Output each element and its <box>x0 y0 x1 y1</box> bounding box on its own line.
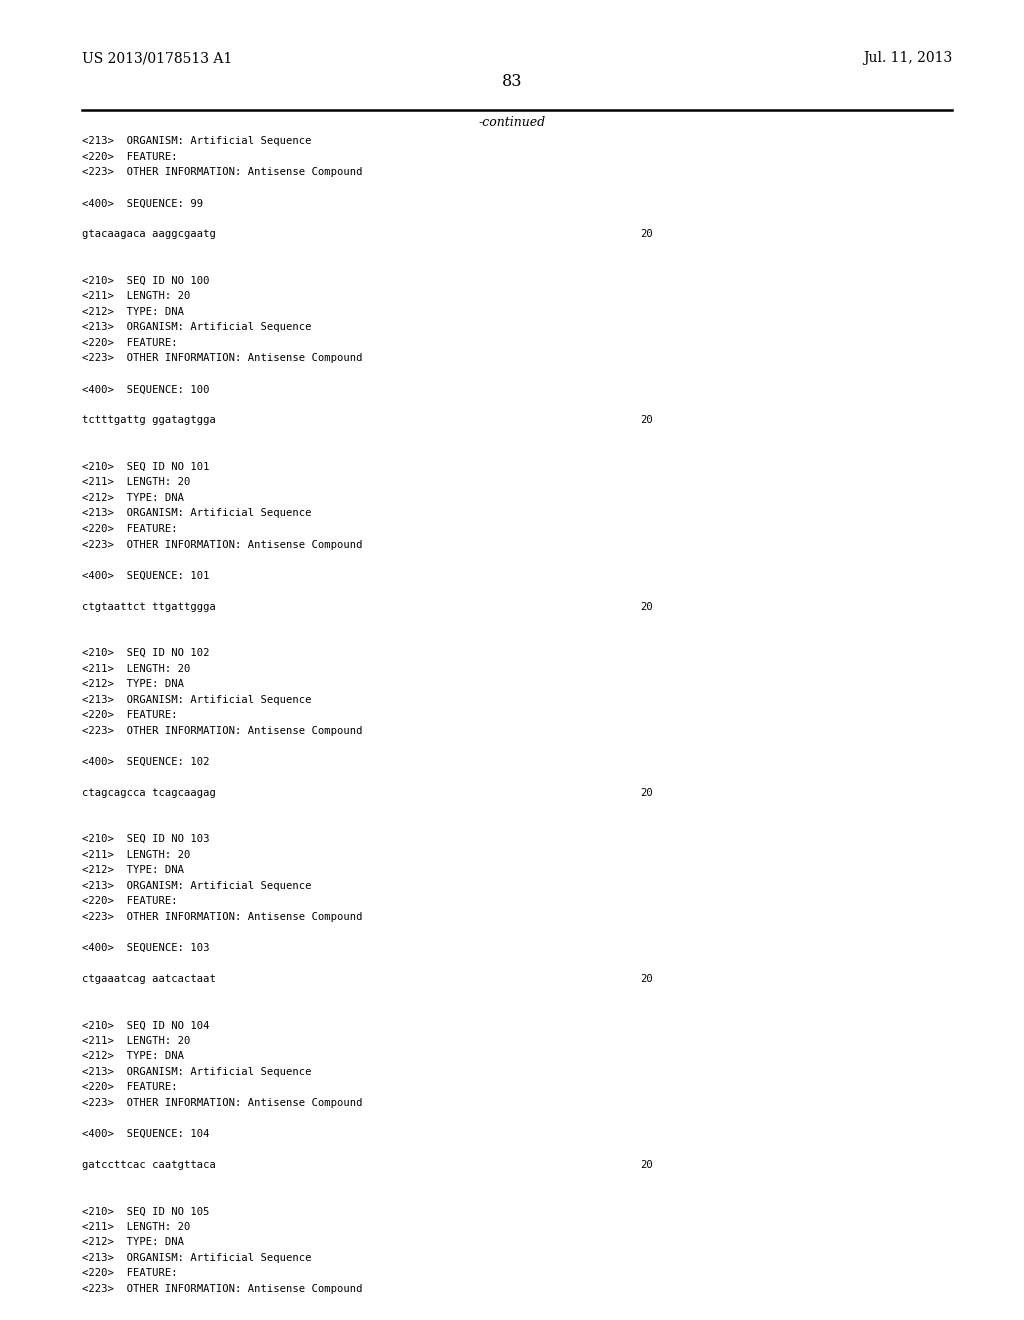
Text: <211>  LENGTH: 20: <211> LENGTH: 20 <box>82 1222 190 1232</box>
Text: <210>  SEQ ID NO 102: <210> SEQ ID NO 102 <box>82 648 210 659</box>
Text: ctgaaatcag aatcactaat: ctgaaatcag aatcactaat <box>82 974 216 983</box>
Text: <220>  FEATURE:: <220> FEATURE: <box>82 338 177 348</box>
Text: <220>  FEATURE:: <220> FEATURE: <box>82 896 177 907</box>
Text: <213>  ORGANISM: Artificial Sequence: <213> ORGANISM: Artificial Sequence <box>82 136 311 147</box>
Text: <211>  LENGTH: 20: <211> LENGTH: 20 <box>82 1036 190 1045</box>
Text: <400>  SEQUENCE: 103: <400> SEQUENCE: 103 <box>82 942 210 953</box>
Text: <211>  LENGTH: 20: <211> LENGTH: 20 <box>82 850 190 859</box>
Text: US 2013/0178513 A1: US 2013/0178513 A1 <box>82 51 232 65</box>
Text: <220>  FEATURE:: <220> FEATURE: <box>82 1269 177 1279</box>
Text: Jul. 11, 2013: Jul. 11, 2013 <box>863 51 952 65</box>
Text: <212>  TYPE: DNA: <212> TYPE: DNA <box>82 306 184 317</box>
Text: <223>  OTHER INFORMATION: Antisense Compound: <223> OTHER INFORMATION: Antisense Compo… <box>82 1284 362 1294</box>
Text: ctagcagcca tcagcaagag: ctagcagcca tcagcaagag <box>82 788 216 797</box>
Text: <400>  SEQUENCE: 104: <400> SEQUENCE: 104 <box>82 1129 210 1139</box>
Text: <213>  ORGANISM: Artificial Sequence: <213> ORGANISM: Artificial Sequence <box>82 694 311 705</box>
Text: gatccttcac caatgttaca: gatccttcac caatgttaca <box>82 1160 216 1170</box>
Text: 20: 20 <box>640 416 652 425</box>
Text: <210>  SEQ ID NO 100: <210> SEQ ID NO 100 <box>82 276 210 286</box>
Text: tctttgattg ggatagtgga: tctttgattg ggatagtgga <box>82 416 216 425</box>
Text: <220>  FEATURE:: <220> FEATURE: <box>82 524 177 535</box>
Text: <220>  FEATURE:: <220> FEATURE: <box>82 710 177 721</box>
Text: <223>  OTHER INFORMATION: Antisense Compound: <223> OTHER INFORMATION: Antisense Compo… <box>82 168 362 177</box>
Text: <223>  OTHER INFORMATION: Antisense Compound: <223> OTHER INFORMATION: Antisense Compo… <box>82 1098 362 1107</box>
Text: <220>  FEATURE:: <220> FEATURE: <box>82 1082 177 1093</box>
Text: <213>  ORGANISM: Artificial Sequence: <213> ORGANISM: Artificial Sequence <box>82 508 311 519</box>
Text: <212>  TYPE: DNA: <212> TYPE: DNA <box>82 1237 184 1247</box>
Text: gtacaagaca aaggcgaatg: gtacaagaca aaggcgaatg <box>82 230 216 239</box>
Text: <213>  ORGANISM: Artificial Sequence: <213> ORGANISM: Artificial Sequence <box>82 322 311 333</box>
Text: <400>  SEQUENCE: 101: <400> SEQUENCE: 101 <box>82 570 210 581</box>
Text: <223>  OTHER INFORMATION: Antisense Compound: <223> OTHER INFORMATION: Antisense Compo… <box>82 540 362 549</box>
Text: <210>  SEQ ID NO 103: <210> SEQ ID NO 103 <box>82 834 210 845</box>
Text: 20: 20 <box>640 788 652 797</box>
Text: <210>  SEQ ID NO 104: <210> SEQ ID NO 104 <box>82 1020 210 1031</box>
Text: <400>  SEQUENCE: 99: <400> SEQUENCE: 99 <box>82 198 203 209</box>
Text: <220>  FEATURE:: <220> FEATURE: <box>82 152 177 162</box>
Text: 20: 20 <box>640 230 652 239</box>
Text: <211>  LENGTH: 20: <211> LENGTH: 20 <box>82 292 190 301</box>
Text: <400>  SEQUENCE: 100: <400> SEQUENCE: 100 <box>82 384 210 395</box>
Text: 20: 20 <box>640 974 652 983</box>
Text: <210>  SEQ ID NO 101: <210> SEQ ID NO 101 <box>82 462 210 473</box>
Text: <213>  ORGANISM: Artificial Sequence: <213> ORGANISM: Artificial Sequence <box>82 880 311 891</box>
Text: <223>  OTHER INFORMATION: Antisense Compound: <223> OTHER INFORMATION: Antisense Compo… <box>82 912 362 921</box>
Text: <213>  ORGANISM: Artificial Sequence: <213> ORGANISM: Artificial Sequence <box>82 1253 311 1263</box>
Text: <212>  TYPE: DNA: <212> TYPE: DNA <box>82 1051 184 1061</box>
Text: <212>  TYPE: DNA: <212> TYPE: DNA <box>82 865 184 875</box>
Text: <213>  ORGANISM: Artificial Sequence: <213> ORGANISM: Artificial Sequence <box>82 1067 311 1077</box>
Text: -continued: -continued <box>478 116 546 129</box>
Text: <211>  LENGTH: 20: <211> LENGTH: 20 <box>82 478 190 487</box>
Text: <212>  TYPE: DNA: <212> TYPE: DNA <box>82 492 184 503</box>
Text: <211>  LENGTH: 20: <211> LENGTH: 20 <box>82 664 190 673</box>
Text: 20: 20 <box>640 602 652 611</box>
Text: <223>  OTHER INFORMATION: Antisense Compound: <223> OTHER INFORMATION: Antisense Compo… <box>82 726 362 735</box>
Text: <400>  SEQUENCE: 102: <400> SEQUENCE: 102 <box>82 756 210 767</box>
Text: <223>  OTHER INFORMATION: Antisense Compound: <223> OTHER INFORMATION: Antisense Compo… <box>82 354 362 363</box>
Text: <212>  TYPE: DNA: <212> TYPE: DNA <box>82 678 184 689</box>
Text: 83: 83 <box>502 74 522 90</box>
Text: ctgtaattct ttgattggga: ctgtaattct ttgattggga <box>82 602 216 611</box>
Text: 20: 20 <box>640 1160 652 1170</box>
Text: <210>  SEQ ID NO 105: <210> SEQ ID NO 105 <box>82 1206 210 1217</box>
